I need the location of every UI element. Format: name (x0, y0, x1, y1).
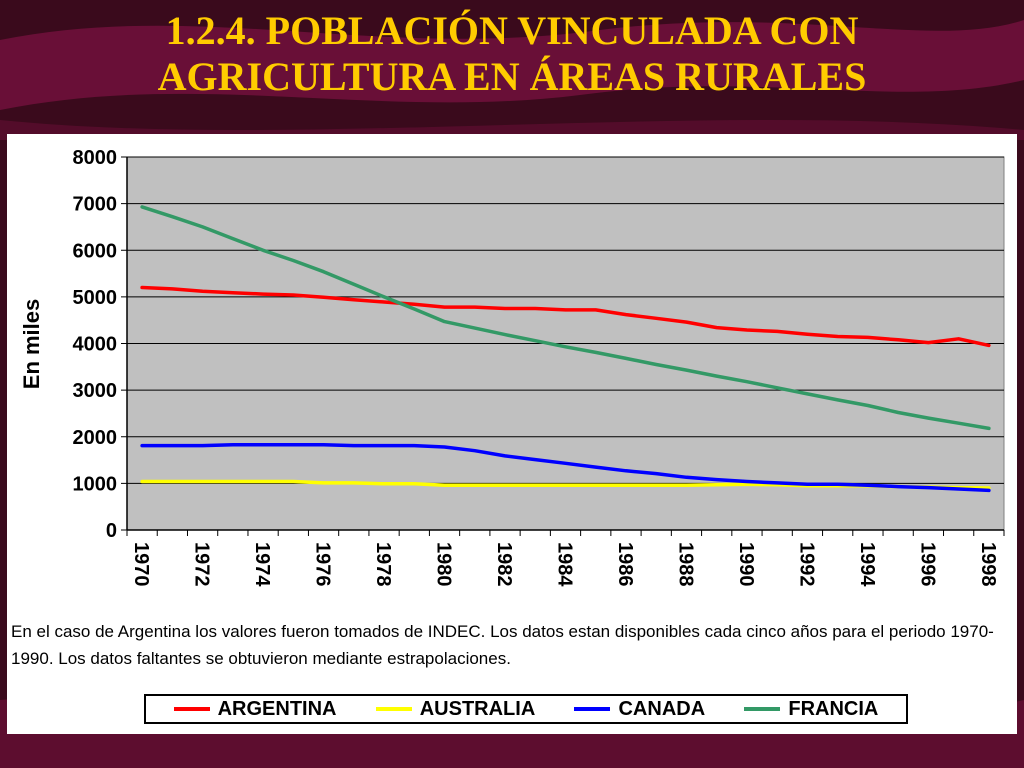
y-tick-label: 8000 (73, 147, 118, 169)
legend-swatch (173, 707, 210, 711)
x-tick-label: 1982 (493, 542, 515, 587)
line-chart: 0 1000 2000 3000 4000 5000 6000 7000 8000 1970 197… (19, 147, 1005, 587)
x-tick-label: 1980 (433, 542, 455, 587)
y-tick-label: 7000 (73, 194, 118, 216)
x-tick-label: 1996 (916, 542, 938, 587)
y-tick-label: 4000 (73, 334, 118, 356)
legend-item-canada: CANADA (574, 698, 705, 721)
page-title: 1.2.4. POBLACIÓN VINCULADA CON AGRICULTU… (0, 8, 1024, 100)
series-line-argentina (140, 285, 991, 348)
legend-item-australia: AUSTRALIA (375, 697, 536, 721)
legend-item-argentina: ARGENTINA (173, 697, 337, 721)
x-tick-label: 1986 (614, 542, 636, 587)
legend-swatch (375, 707, 412, 711)
y-tick-label: 0 (106, 520, 117, 542)
series-line-canada (140, 442, 991, 493)
legend-label: FRANCIA (788, 697, 879, 720)
y-tick-label: 5000 (73, 287, 118, 309)
legend-swatch (744, 707, 781, 711)
axes: 0 1000 2000 3000 4000 5000 6000 7000 8000 1970 197… (73, 147, 1005, 587)
legend-item-francia: FRANCIA (744, 698, 878, 721)
x-tick-label: 1984 (554, 542, 576, 587)
x-tick-label: 1994 (856, 542, 878, 587)
series-lines (140, 205, 991, 493)
series-line-francia (140, 205, 991, 431)
y-tick-label: 1000 (73, 473, 118, 495)
x-tick-label: 1992 (795, 542, 817, 587)
legend-label: AUSTRALIA (419, 697, 536, 720)
x-tick-label: 1972 (191, 542, 213, 587)
x-tick-label: 1988 (674, 542, 696, 587)
title-line-1: 1.2.4. POBLACIÓN VINCULADA CON (165, 8, 859, 53)
x-tick-label: 1978 (372, 542, 394, 587)
x-tick-label: 1970 (130, 542, 152, 587)
legend-label: ARGENTINA (217, 697, 337, 720)
y-axis-label: En miles (19, 299, 44, 389)
legend-label: CANADA (618, 697, 706, 720)
y-tick-label: 3000 (73, 380, 118, 402)
x-tick-label: 1998 (977, 542, 999, 587)
y-tick-label: 2000 (73, 427, 118, 449)
x-tick-label: 1976 (312, 542, 334, 587)
legend-swatch (574, 707, 611, 711)
x-tick-label: 1990 (735, 542, 757, 587)
chart-panel: 0 1000 2000 3000 4000 5000 6000 7000 8000 1970 197… (7, 134, 1017, 734)
title-line-2: AGRICULTURA EN ÁREAS RURALES (157, 54, 867, 99)
y-tick-label: 6000 (73, 240, 118, 262)
x-tick-label: 1974 (251, 542, 273, 587)
source-note: En el caso de Argentina los valores fuer… (11, 622, 994, 668)
chart-legend: ARGENTINA AUSTRALIA CANADA FRANCIA (144, 694, 908, 724)
